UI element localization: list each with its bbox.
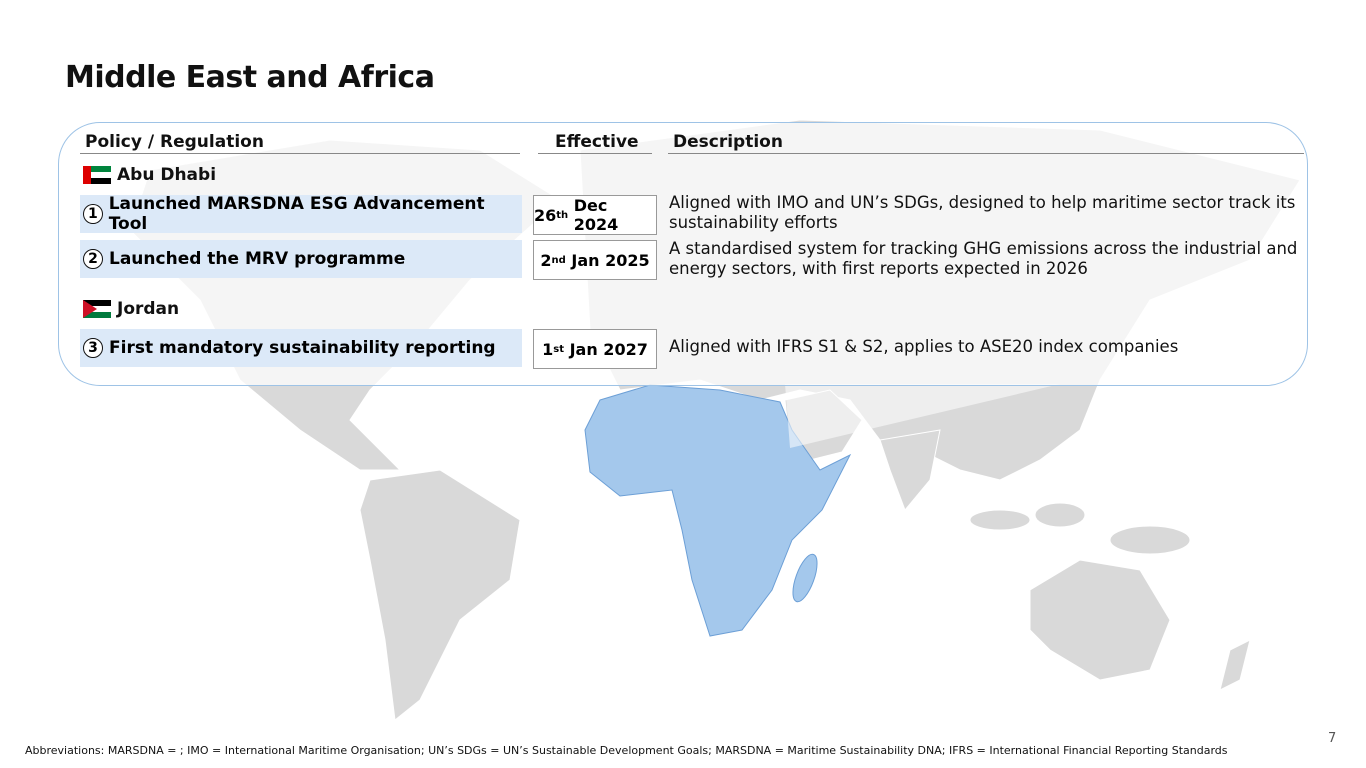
slide-title: Middle East and Africa: [65, 60, 435, 95]
date-suffix: nd: [551, 254, 566, 266]
policy-text: Launched MARSDNA ESG Advancement Tool: [108, 194, 485, 234]
region-heading: Abu Dhabi: [83, 165, 216, 185]
date-day: 2: [540, 250, 552, 270]
footnote: Abbreviations: MARSDNA = ; IMO = Interna…: [25, 744, 1228, 757]
date-suffix: st: [553, 343, 565, 355]
date-day: 1: [542, 339, 554, 359]
date-day: 26: [534, 205, 557, 225]
region-name: Abu Dhabi: [117, 165, 217, 185]
region-name: Jordan: [117, 299, 180, 319]
date-rest: Dec 2024: [573, 196, 619, 234]
row-number: 2: [83, 249, 103, 269]
header-rule: [80, 153, 520, 154]
uae-flag: [83, 166, 111, 184]
policy-cell: 1 Launched MARSDNA ESG Advancement Tool: [80, 194, 522, 234]
date-rest: Jan 2027: [569, 339, 648, 359]
header-rule: [668, 153, 1304, 154]
description: A standardised system for tracking GHG e…: [669, 239, 1298, 278]
header-rule: [538, 153, 652, 154]
page-number: 7: [1328, 731, 1337, 746]
policy-text: Launched the MRV programme: [109, 249, 406, 269]
jordan-flag: [83, 300, 111, 318]
policy-cell: 3 First mandatory sustainability reportin…: [80, 329, 522, 367]
row-number: 1: [83, 204, 103, 224]
policy-cell: 2 Launched the MRV programme: [80, 240, 522, 278]
region-heading: Jordan: [83, 299, 179, 319]
column-header: Policy / Regulation: [85, 132, 264, 152]
date-suffix: th: [556, 209, 569, 221]
column-header: Effective: [555, 132, 639, 152]
column-header: Description: [673, 132, 783, 152]
description: Aligned with IFRS S1 & S2, applies to AS…: [669, 337, 1179, 356]
row-number: 3: [83, 338, 103, 358]
policy-text: First mandatory sustainability reporting: [109, 338, 496, 358]
description: Aligned with IMO and UN’s SDGs, designed…: [669, 193, 1296, 232]
date-rest: Jan 2025: [571, 250, 650, 270]
